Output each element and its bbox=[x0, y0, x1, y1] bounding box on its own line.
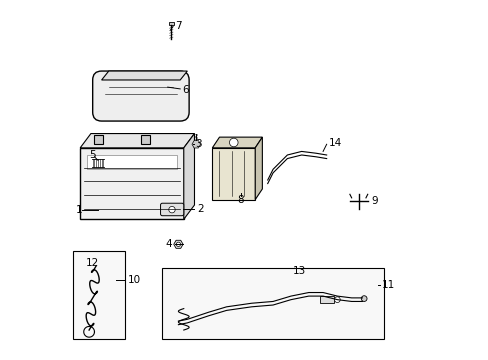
Text: 10: 10 bbox=[127, 275, 140, 285]
FancyBboxPatch shape bbox=[168, 22, 173, 24]
Polygon shape bbox=[102, 71, 187, 80]
Text: 2: 2 bbox=[197, 204, 203, 214]
FancyBboxPatch shape bbox=[162, 267, 383, 339]
Text: 7: 7 bbox=[175, 21, 182, 31]
FancyBboxPatch shape bbox=[93, 71, 189, 121]
Text: 9: 9 bbox=[370, 197, 377, 206]
Text: 13: 13 bbox=[293, 266, 306, 276]
Circle shape bbox=[176, 242, 180, 247]
Polygon shape bbox=[192, 140, 200, 148]
Polygon shape bbox=[183, 134, 194, 219]
Text: 5: 5 bbox=[89, 150, 96, 159]
Text: 1: 1 bbox=[76, 205, 82, 215]
FancyBboxPatch shape bbox=[160, 203, 183, 216]
FancyBboxPatch shape bbox=[319, 296, 333, 303]
Polygon shape bbox=[173, 240, 183, 248]
FancyBboxPatch shape bbox=[80, 148, 183, 219]
Text: 14: 14 bbox=[328, 138, 342, 148]
Circle shape bbox=[361, 296, 366, 301]
Circle shape bbox=[334, 297, 340, 302]
FancyBboxPatch shape bbox=[141, 135, 149, 144]
Text: 6: 6 bbox=[183, 85, 189, 95]
FancyBboxPatch shape bbox=[73, 251, 124, 339]
Circle shape bbox=[168, 206, 175, 213]
Text: 3: 3 bbox=[195, 139, 202, 149]
Circle shape bbox=[229, 138, 238, 147]
Polygon shape bbox=[212, 137, 262, 148]
Text: 11: 11 bbox=[381, 280, 394, 291]
FancyBboxPatch shape bbox=[87, 155, 176, 169]
Text: 8: 8 bbox=[237, 195, 244, 204]
Text: 12: 12 bbox=[86, 258, 99, 268]
Text: 4: 4 bbox=[165, 239, 172, 249]
Polygon shape bbox=[255, 137, 262, 200]
FancyBboxPatch shape bbox=[212, 148, 255, 200]
FancyBboxPatch shape bbox=[94, 135, 103, 144]
Polygon shape bbox=[80, 134, 194, 148]
